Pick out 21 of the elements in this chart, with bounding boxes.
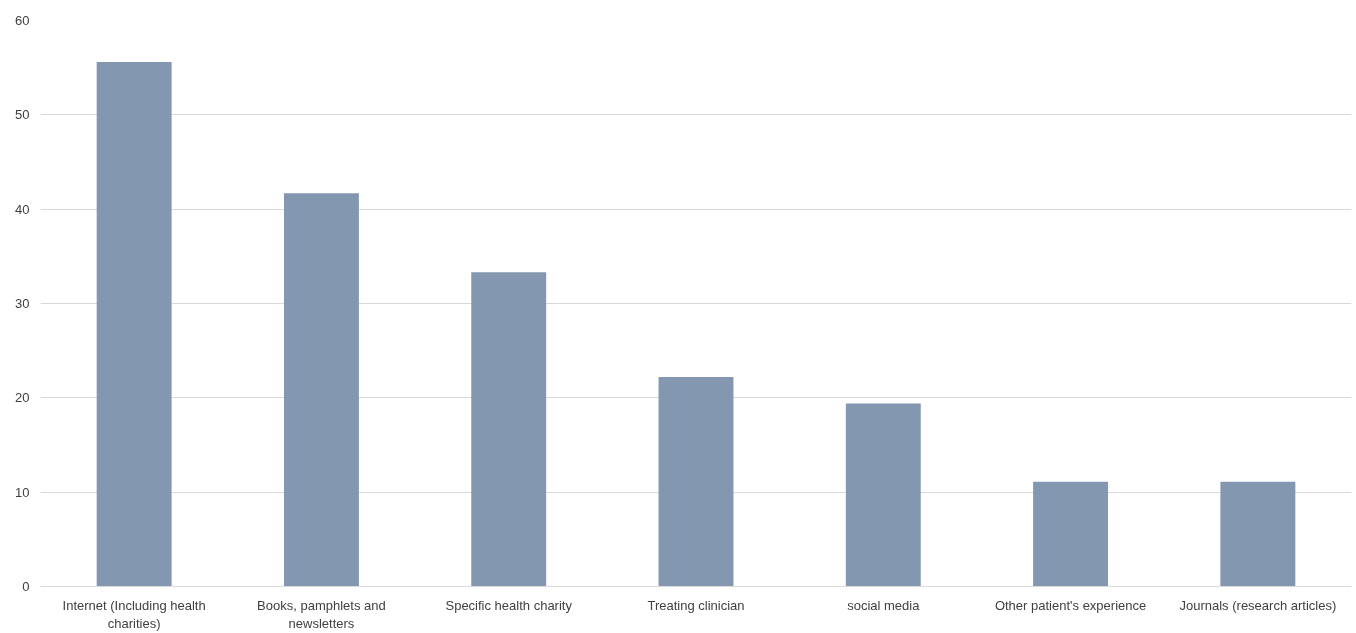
x-tick-label: Specific health charity xyxy=(445,597,573,613)
x-tick-label: Other patient's experience xyxy=(994,597,1147,613)
y-tick-label: 30 xyxy=(15,296,30,311)
bar xyxy=(1033,481,1109,587)
x-tick-label: Books, pamphlets and newsletters xyxy=(257,597,386,631)
bar xyxy=(96,62,172,587)
bar xyxy=(845,403,921,587)
x-tick-label: Treating clinician xyxy=(647,597,745,613)
y-tick-label: 10 xyxy=(15,484,30,500)
y-tick-label: 20 xyxy=(15,390,30,406)
y-tick-label: 0 xyxy=(22,579,30,594)
bar xyxy=(658,377,734,587)
x-tick-label: Internet (Including health charities) xyxy=(62,597,206,631)
y-tick-label: 40 xyxy=(15,201,30,217)
x-tick-label: Journals (research articles) xyxy=(1179,597,1337,613)
y-tick-label: 50 xyxy=(15,107,30,123)
y-tick-label: 60 xyxy=(15,13,30,28)
x-tick-label: social media xyxy=(847,597,921,613)
bar xyxy=(1220,481,1296,587)
bar xyxy=(283,193,359,587)
bar xyxy=(471,272,547,587)
